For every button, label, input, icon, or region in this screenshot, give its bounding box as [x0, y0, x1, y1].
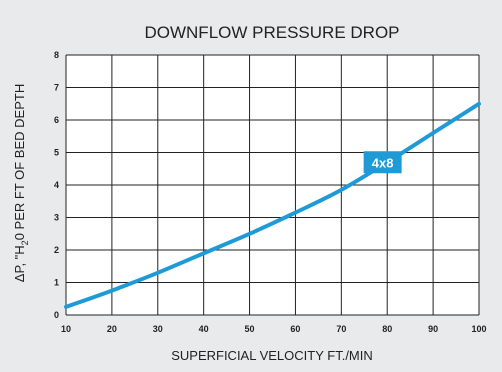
- y-axis-label: ΔP, "H20 PER FT OF BED DEPTH: [12, 84, 30, 282]
- x-tick-label: 70: [336, 324, 346, 334]
- x-tick-label: 20: [107, 324, 117, 334]
- x-tick-label: 60: [290, 324, 300, 334]
- grid: [65, 54, 480, 316]
- series-line-0: [64, 101, 481, 309]
- x-tick-label: 10: [61, 324, 71, 334]
- series-layer: [64, 101, 481, 309]
- series-label-badge: [363, 151, 402, 174]
- series-label-text: 4x8: [372, 155, 394, 170]
- y-axis-label-subscript: 2: [20, 240, 30, 245]
- x-tick-label: 90: [428, 324, 438, 334]
- y-tick-label: 6: [54, 115, 59, 125]
- y-tick-label: 2: [54, 245, 59, 255]
- annotation-layer: 4x8: [363, 151, 402, 174]
- y-tick-label: 3: [54, 213, 59, 223]
- x-axis-label: SUPERFICIAL VELOCITY FT./MIN: [171, 348, 373, 363]
- x-tick-label: 40: [199, 324, 209, 334]
- x-tick-label: 50: [245, 324, 255, 334]
- x-tick-labels: 10 20 30 40 50 60 70 80 90 100: [61, 324, 487, 334]
- x-tick-label: 30: [153, 324, 163, 334]
- y-tick-label: 8: [54, 50, 59, 60]
- x-tick-label: 80: [382, 324, 392, 334]
- y-axis-label-part-1: ΔP, "H: [12, 245, 27, 282]
- y-tick-label: 1: [54, 278, 59, 288]
- chart-title: DOWNFLOW PRESSURE DROP: [144, 23, 399, 42]
- y-tick-label: 5: [54, 148, 59, 158]
- y-tick-label: 7: [54, 83, 59, 93]
- y-axis-label-part-2: 0 PER FT OF BED DEPTH: [12, 84, 27, 241]
- y-tick-label: 0: [54, 310, 59, 320]
- y-tick-label: 4: [54, 180, 59, 190]
- x-tick-label: 100: [471, 324, 486, 334]
- y-tick-labels: 0 1 2 3 4 5 6 7 8: [54, 50, 59, 320]
